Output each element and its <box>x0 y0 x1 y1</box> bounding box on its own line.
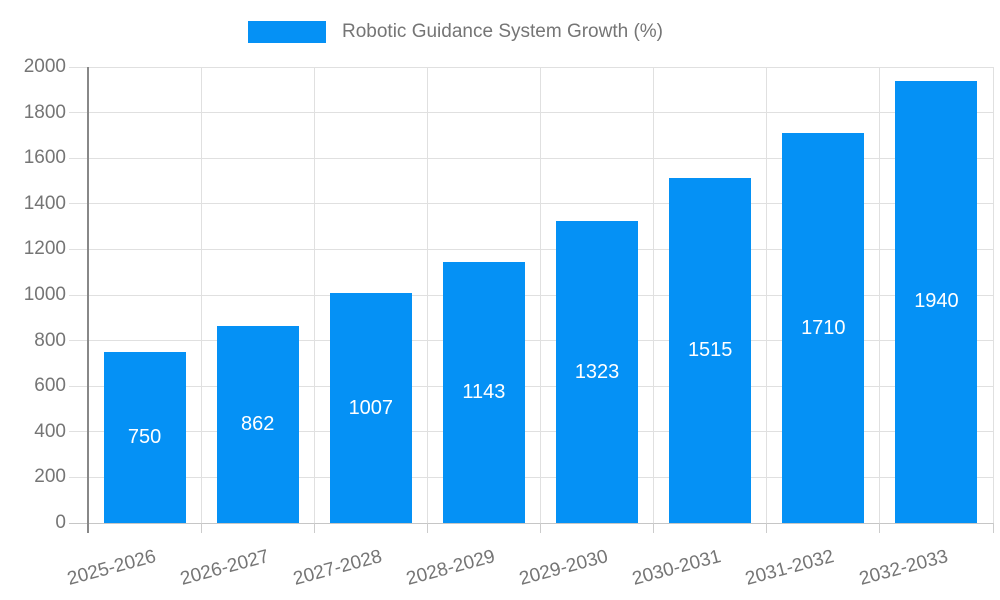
x-tick-label: 2031-2032 <box>743 546 837 590</box>
bar-2032-2033[interactable]: 1940 <box>895 80 978 523</box>
y-tick-label: 2000 <box>23 56 66 77</box>
bar-value-label: 1143 <box>462 381 506 404</box>
y-tick-label: 1000 <box>23 284 66 305</box>
y-tick-label: 600 <box>34 375 66 397</box>
y-axis-line <box>86 67 89 533</box>
x-tick-label: 2030-2031 <box>630 546 724 590</box>
y-gridline <box>69 476 993 478</box>
y-tick-label: 400 <box>34 420 66 442</box>
bar-value-label: 1007 <box>348 396 394 419</box>
legend-swatch <box>248 21 326 43</box>
bar-2030-2031[interactable]: 1515 <box>669 177 752 523</box>
legend-label: Robotic Guidance System Growth (%) <box>342 21 664 42</box>
y-gridline <box>69 294 993 296</box>
legend: Robotic Guidance System Growth (%) <box>248 21 663 43</box>
y-tick-label: 0 <box>55 512 66 533</box>
x-gridline <box>540 67 541 523</box>
y-gridline <box>69 385 993 387</box>
y-gridline <box>69 340 993 342</box>
y-tick-label: 800 <box>34 329 66 351</box>
x-gridline <box>200 67 202 523</box>
y-tick-label: 1600 <box>23 147 66 169</box>
bar-value-label: 1323 <box>574 360 620 383</box>
bar-value-label: 862 <box>241 413 275 436</box>
x-gridline <box>879 67 881 523</box>
y-tick-label: 200 <box>34 466 66 488</box>
y-gridline <box>69 157 993 159</box>
x-tick <box>879 523 881 533</box>
x-tick-label: 2026-2027 <box>177 546 272 590</box>
x-gridline <box>653 67 655 523</box>
x-gridline <box>992 67 994 523</box>
x-tick <box>540 523 541 533</box>
y-tick-label: 1200 <box>23 238 66 260</box>
x-tick <box>653 523 655 533</box>
bar-2025-2026[interactable]: 750 <box>103 352 186 523</box>
x-tick-label: 2032-2033 <box>856 546 950 590</box>
x-tick-label: 2025-2026 <box>64 546 158 590</box>
bar-value-label: 1710 <box>801 316 846 339</box>
bar-value-label: 750 <box>127 426 162 448</box>
y-gridline <box>69 112 993 114</box>
bar-value-label: 1515 <box>687 338 733 361</box>
bar-value-label: 1940 <box>914 290 959 313</box>
x-gridline <box>313 67 315 523</box>
y-gridline <box>69 203 993 205</box>
y-tick-label: 1800 <box>23 101 66 123</box>
y-gridline <box>69 431 993 433</box>
x-tick <box>313 523 315 533</box>
x-tick-label: 2029-2030 <box>517 546 611 590</box>
x-tick <box>426 523 428 533</box>
x-tick-label: 2028-2029 <box>404 546 498 590</box>
x-tick <box>766 523 768 533</box>
x-gridline <box>766 67 768 523</box>
y-gridline <box>69 522 993 524</box>
x-tick <box>200 523 202 533</box>
x-tick <box>992 523 994 533</box>
x-tick-label: 2027-2028 <box>291 546 385 590</box>
y-gridline <box>69 248 993 250</box>
bar-2026-2027[interactable]: 862 <box>216 326 299 523</box>
bar-2029-2030[interactable]: 1323 <box>556 221 639 523</box>
y-tick-label: 1400 <box>23 192 66 214</box>
bar-2031-2032[interactable]: 1710 <box>782 133 865 523</box>
x-gridline <box>426 67 428 523</box>
bar-2027-2028[interactable]: 1007 <box>329 293 412 523</box>
y-gridline <box>69 66 993 68</box>
bar-2028-2029[interactable]: 1143 <box>442 262 525 523</box>
